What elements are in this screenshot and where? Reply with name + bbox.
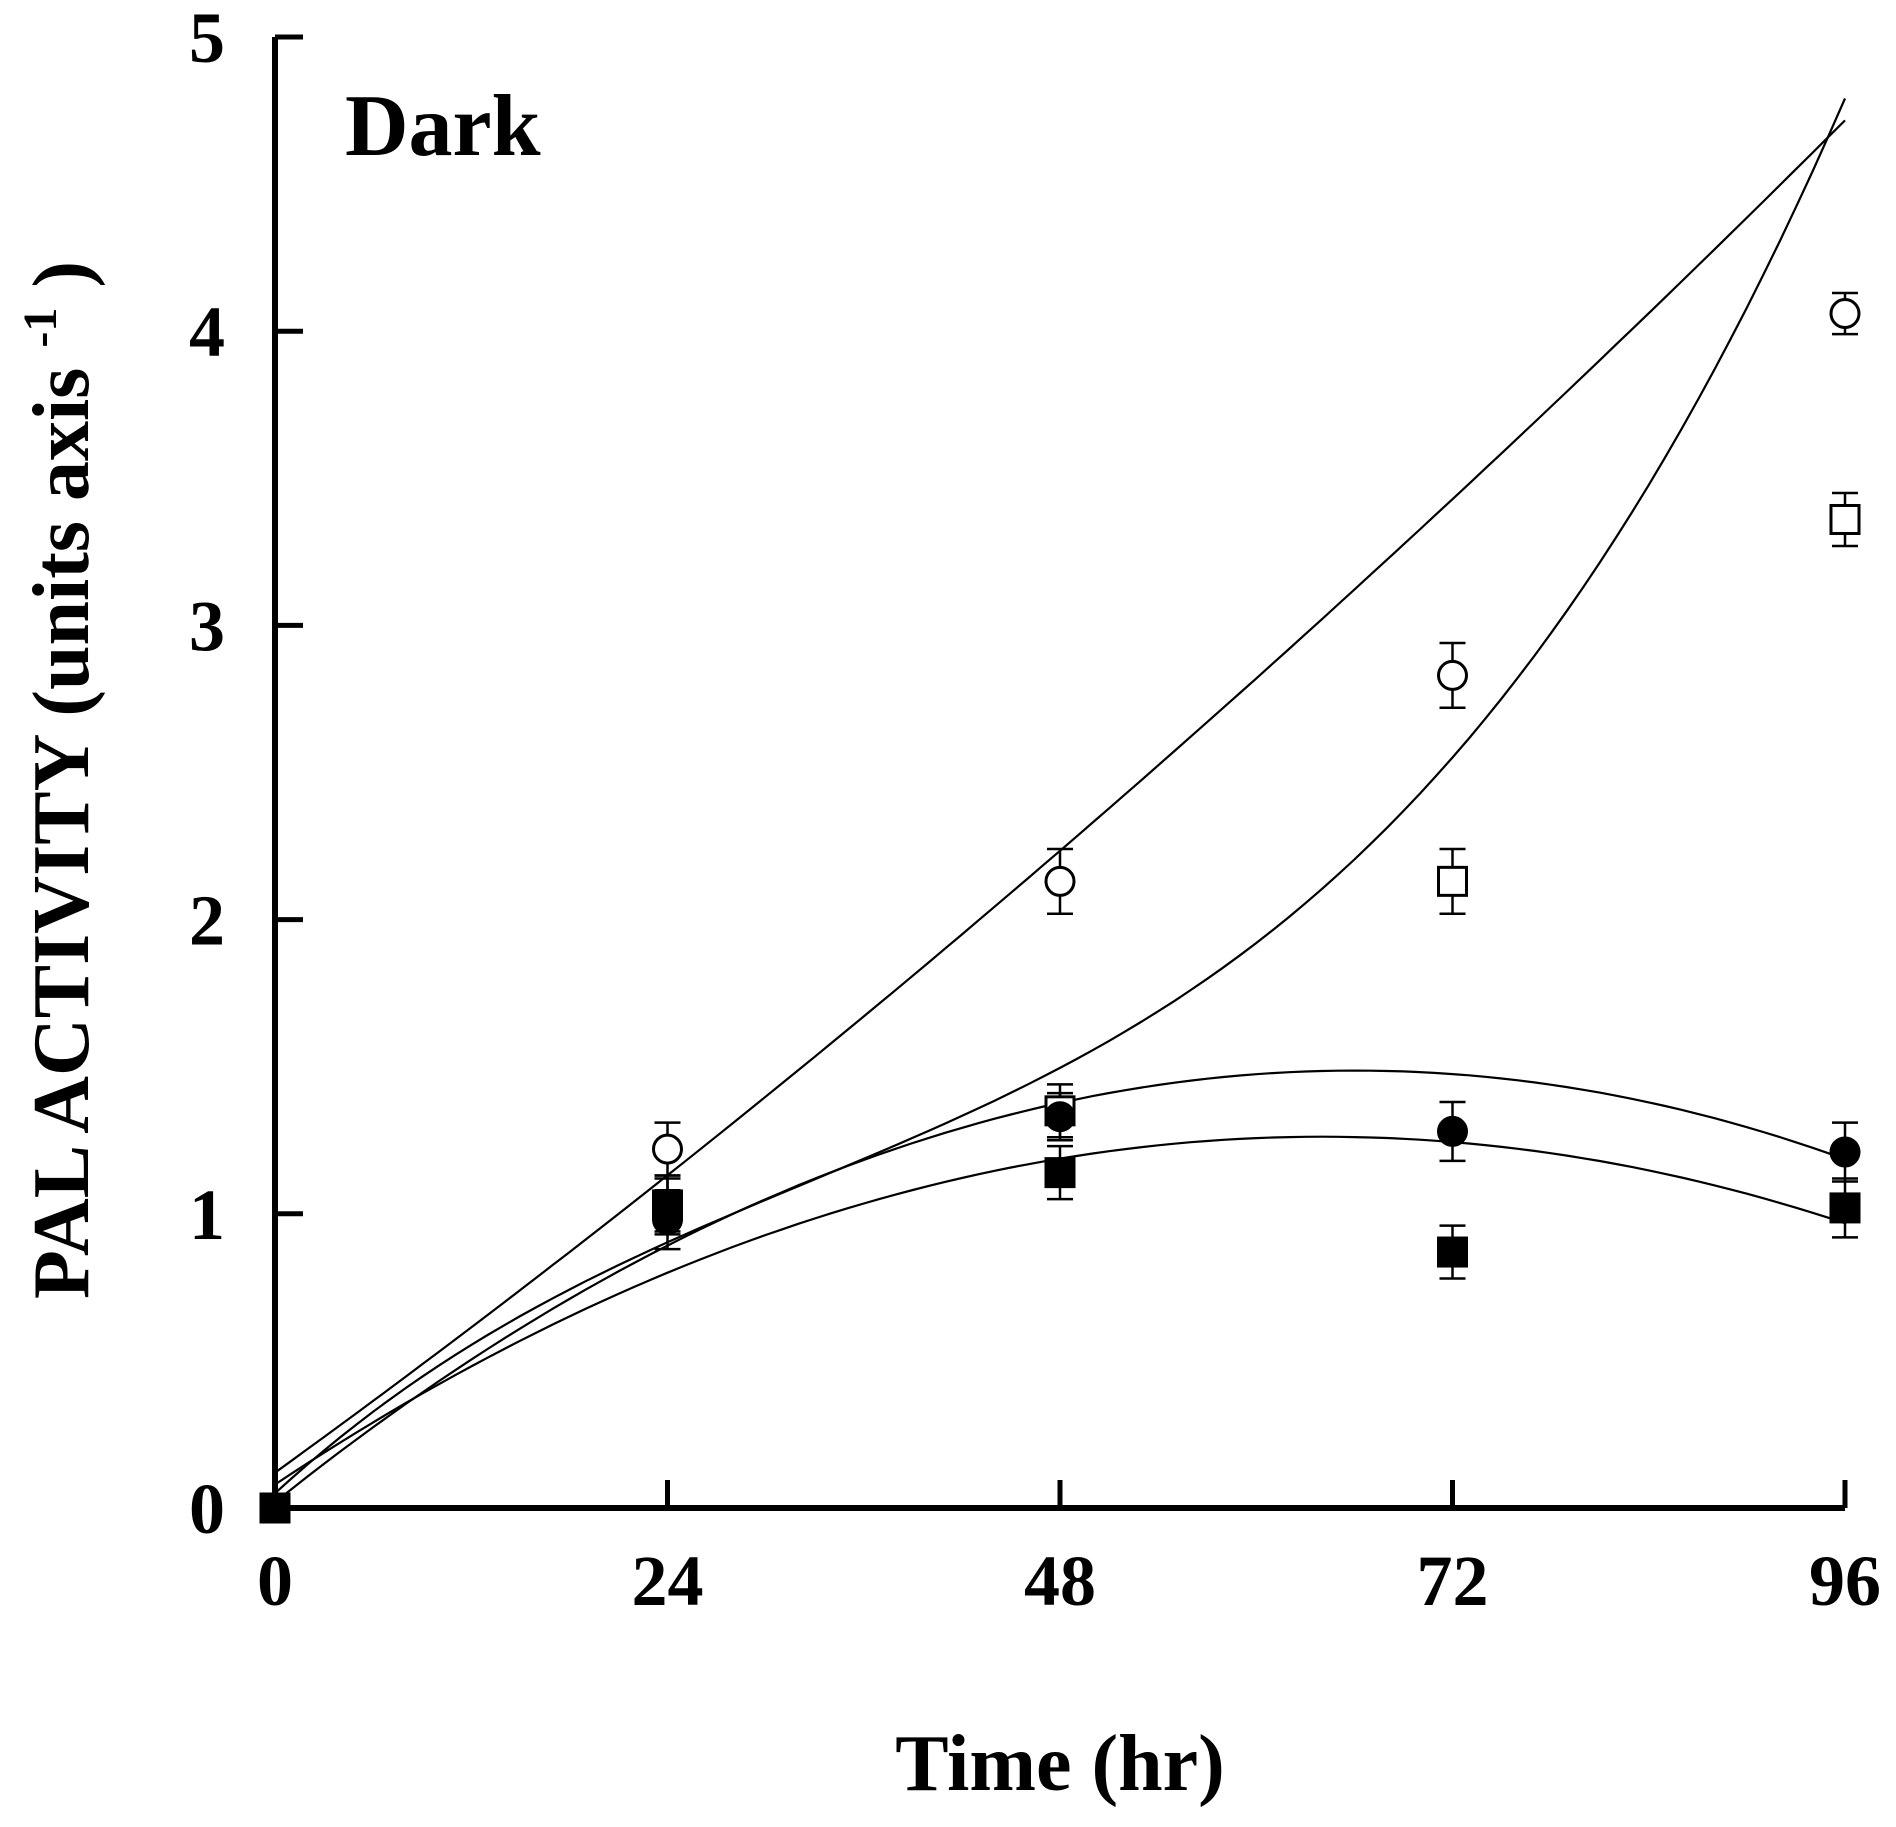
y-axis-title-main: PAL ACTIVITY (units axis	[18, 368, 106, 1299]
y-tick-label: 2	[189, 881, 225, 961]
fit-curve-open-square	[274, 98, 1847, 1495]
y-tick-label: 1	[189, 1175, 225, 1255]
point-filled-square	[1437, 1236, 1468, 1268]
point-filled-circle	[1437, 1115, 1468, 1147]
error-bars	[654, 291, 1858, 1280]
y-tick-label: 0	[189, 1469, 225, 1549]
point-open-square	[1437, 865, 1468, 897]
x-axis-title: Time (hr)	[895, 1720, 1225, 1808]
point-filled-square	[1829, 1192, 1861, 1224]
point-open-circle	[1044, 865, 1076, 897]
y-axis-title-superscript: -1	[14, 308, 67, 348]
x-tick-label: 72	[1417, 1541, 1489, 1621]
tick-labels: 0 1 2 3 4 5 0 24 48 72 96	[189, 0, 1881, 1621]
point-filled-square	[652, 1189, 683, 1221]
x-tick-label: 0	[257, 1541, 293, 1621]
x-tick-label: 48	[1024, 1541, 1096, 1621]
point-open-circle	[652, 1133, 683, 1165]
panel-label: Dark	[345, 78, 541, 175]
y-tick-label: 3	[189, 586, 225, 666]
x-tick-label: 96	[1809, 1541, 1881, 1621]
y-tick-label: 5	[189, 0, 225, 78]
point-open-square	[1829, 503, 1861, 535]
fit-curves	[274, 98, 1847, 1503]
point-open-circle	[1829, 298, 1861, 330]
point-filled-square	[1044, 1157, 1076, 1189]
point-filled-circle	[1044, 1101, 1076, 1133]
point-filled-circle	[1829, 1136, 1861, 1168]
fit-curve-open-circle	[274, 119, 1846, 1474]
y-axis-title-close: )	[18, 261, 106, 288]
axes	[272, 34, 1848, 1511]
x-tick-label: 24	[632, 1541, 704, 1621]
point-open-circle	[1437, 659, 1468, 691]
y-axis-title: PAL ACTIVITY (units axis -1 )	[0, 261, 106, 1299]
y-tick-label: 4	[189, 292, 225, 372]
